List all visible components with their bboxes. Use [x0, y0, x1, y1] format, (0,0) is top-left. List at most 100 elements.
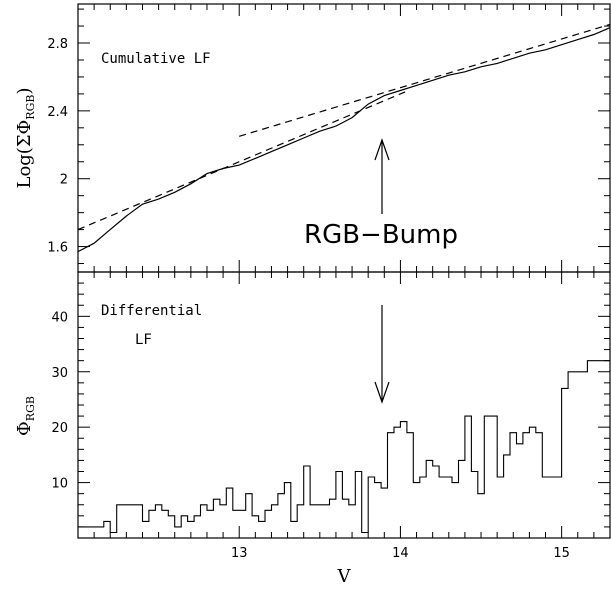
histogram-bin — [84, 527, 90, 538]
histogram-bin — [426, 460, 432, 538]
histogram-bin — [459, 460, 465, 538]
histogram-bin — [581, 372, 587, 538]
histogram-bin — [491, 416, 497, 538]
histogram-bin — [297, 505, 303, 538]
histogram-bin — [130, 505, 136, 538]
histogram-bin — [497, 477, 503, 538]
histogram-bin — [168, 516, 174, 538]
histogram-bin — [368, 477, 374, 538]
bottom-panel-ticks: 10 20 30 40 13 14 15 — [51, 272, 611, 561]
top-y-axis-label-close: ) — [14, 87, 35, 94]
histogram-bin — [259, 521, 265, 538]
histogram-bin — [349, 505, 355, 538]
histogram-bin — [143, 521, 149, 538]
top-y-axis-label-main: Log(ΣΦ — [14, 120, 35, 189]
histogram-bin — [355, 472, 361, 539]
bottom-x-tick-label: 15 — [553, 546, 570, 561]
histogram-bin — [226, 488, 232, 538]
histogram-bin — [336, 472, 342, 539]
histogram-bin — [272, 505, 278, 538]
rgb-bump-annotation: RGB−Bump — [304, 220, 458, 250]
histogram-bin — [400, 422, 406, 538]
histogram-bin — [110, 533, 116, 539]
bottom-y-tick-label: 40 — [51, 310, 68, 325]
histogram-bin — [136, 505, 142, 538]
histogram-bin — [568, 372, 574, 538]
histogram-bin — [265, 510, 271, 538]
bottom-y-tick-label: 10 — [51, 477, 68, 492]
histogram-bin — [413, 483, 419, 538]
histogram-bin — [239, 510, 245, 538]
top-y-tick-label: 2.4 — [47, 105, 68, 120]
histogram-bin — [149, 510, 155, 538]
histogram-bin — [207, 510, 213, 538]
histogram-bin — [175, 527, 181, 538]
dashed-fit-line-2 — [239, 23, 611, 137]
histogram-bin — [407, 433, 413, 538]
histogram-bin — [252, 516, 258, 538]
top-y-axis-label: Log(ΣΦRGB) — [14, 87, 37, 188]
top-panel-series — [77, 23, 611, 253]
histogram-bin — [388, 433, 394, 538]
histogram-bin — [278, 494, 284, 538]
differential-lf-histogram — [78, 360, 610, 534]
histogram-bin — [162, 510, 168, 538]
histogram-bin — [117, 505, 123, 538]
histogram-bin — [394, 427, 400, 538]
histogram-bin — [600, 361, 606, 538]
histogram-bin — [452, 483, 458, 538]
top-y-tick-label: 1.6 — [47, 241, 68, 256]
histogram-bin — [330, 499, 336, 538]
histogram-bin — [420, 477, 426, 538]
histogram-bin — [439, 477, 445, 538]
histogram-bin — [575, 372, 581, 538]
histogram-bin — [504, 455, 510, 538]
histogram-bin — [246, 494, 252, 538]
bottom-panel-label-line-2: LF — [135, 332, 152, 348]
bottom-panel: 10 20 30 40 13 14 15 Differential LF ΦRGB V — [14, 271, 611, 587]
histogram-bin — [536, 433, 542, 538]
histogram-bin — [375, 483, 381, 538]
histogram-bin — [213, 499, 219, 538]
histogram-bin — [220, 505, 226, 538]
bottom-x-tick-label: 14 — [392, 546, 409, 561]
histogram-bin — [104, 521, 110, 538]
top-y-axis-label-subscript: RGB — [24, 95, 37, 120]
histogram-bin — [549, 477, 555, 538]
histogram-bin — [562, 388, 568, 538]
histogram-bin — [233, 510, 239, 538]
histogram-bin — [284, 483, 290, 538]
histogram-bin — [523, 433, 529, 538]
histogram-bin — [381, 488, 387, 538]
histogram-bin — [181, 516, 187, 538]
top-y-tick-label: 2.8 — [47, 37, 68, 52]
top-y-tick-label: 2 — [60, 173, 68, 188]
bottom-x-tick-label: 13 — [231, 546, 248, 561]
histogram-bin — [304, 466, 310, 538]
top-panel-ticks: 1.6 2 2.4 2.8 — [47, 4, 611, 272]
histogram-bin — [587, 361, 593, 538]
histogram-bin — [446, 477, 452, 538]
histogram-bin — [484, 416, 490, 538]
bottom-y-tick-label: 20 — [51, 421, 68, 436]
histogram-bin — [465, 416, 471, 538]
top-panel-label: Cumulative LF — [101, 51, 211, 67]
histogram-bin — [323, 505, 329, 538]
bottom-panel-series — [78, 360, 610, 539]
cumulative-lf-line — [77, 27, 611, 253]
x-axis-label: V — [337, 566, 352, 587]
histogram-bin — [188, 521, 194, 538]
histogram-bin — [594, 361, 600, 538]
histogram-bin — [97, 527, 103, 538]
bottom-y-axis-label-main: Φ — [14, 421, 35, 436]
histogram-bin — [607, 361, 610, 538]
dashed-fit-line-1 — [77, 89, 409, 231]
rgb-bump-arrowhead-down — [374, 381, 390, 404]
histogram-bin — [342, 499, 348, 538]
histogram-bin — [123, 505, 129, 538]
histogram-bin — [91, 527, 97, 538]
bottom-y-axis-label: ΦRGB — [14, 396, 37, 436]
bottom-y-axis-label-subscript: RGB — [24, 396, 37, 421]
histogram-bin — [291, 521, 297, 538]
